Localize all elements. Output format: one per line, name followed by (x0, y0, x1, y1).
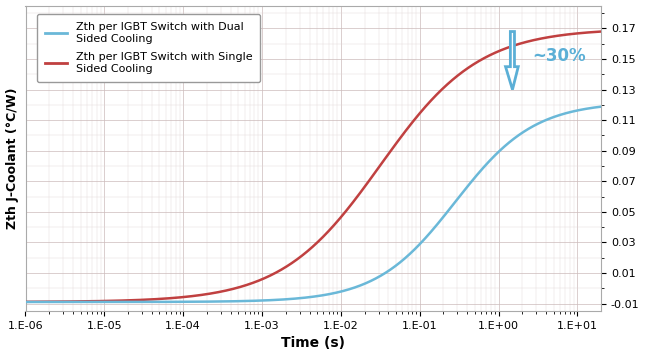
Legend: Zth per IGBT Switch with Dual
Sided Cooling, Zth per IGBT Switch with Single
Sid: Zth per IGBT Switch with Dual Sided Cool… (37, 14, 260, 82)
Text: ~30%: ~30% (533, 47, 586, 65)
Y-axis label: Zth J-Coolant (°C/W): Zth J-Coolant (°C/W) (6, 88, 19, 229)
X-axis label: Time (s): Time (s) (281, 336, 345, 350)
FancyArrow shape (506, 32, 518, 90)
